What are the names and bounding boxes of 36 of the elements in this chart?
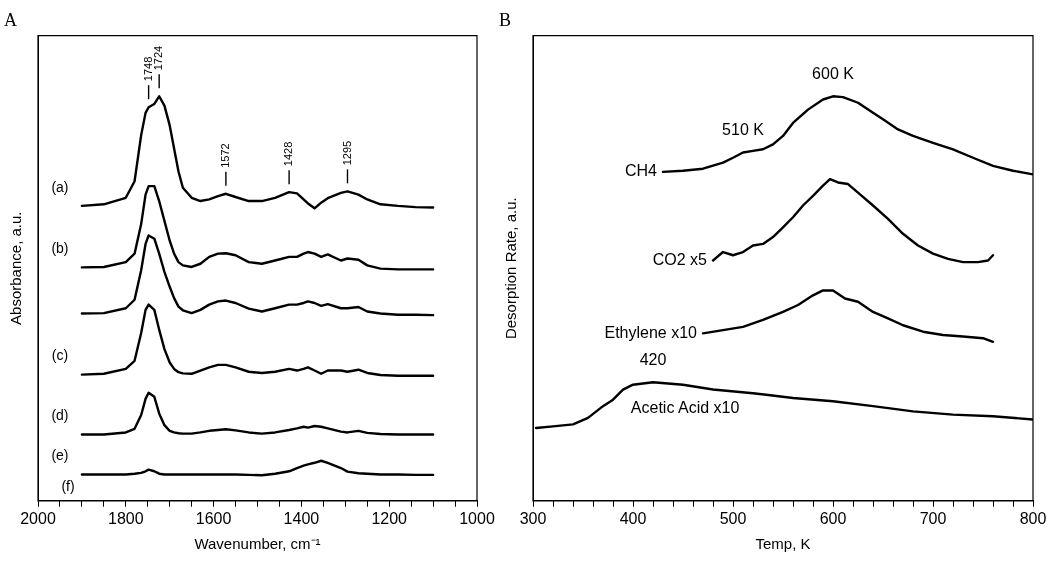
x-tick-label: 2000 [20, 509, 56, 527]
x-tick-label: 1600 [195, 509, 232, 527]
x-axis-title: Temp, K [755, 535, 811, 553]
series-label: (b) [51, 240, 69, 257]
annotation: (f) [61, 477, 75, 494]
series-label: (a) [51, 178, 69, 195]
series-label: (e) [51, 447, 69, 464]
chart-title: A [4, 9, 17, 30]
x-tick-label: 700 [919, 509, 947, 527]
x-tick-label: 300 [519, 509, 547, 527]
annotation: 1428 [282, 141, 295, 167]
series-label: CH4 [624, 162, 658, 180]
x-tick-label: 1200 [371, 509, 408, 527]
annotation: 1724 [152, 45, 165, 71]
x-axis-title: Wavenumber, cm⁻¹ [194, 535, 321, 553]
x-tick-label: 400 [619, 509, 647, 527]
series-label: (c) [51, 347, 69, 364]
series-label: (d) [51, 407, 69, 424]
annotation: 510 K [722, 120, 765, 138]
annotation: 1295 [340, 140, 353, 166]
annotation: 420 [639, 350, 667, 368]
annotation: 1748 [141, 56, 154, 82]
annotation: 600 K [812, 64, 855, 82]
series-label: Acetic Acid x10 [630, 399, 740, 417]
x-tick-label: 1000 [459, 509, 495, 527]
x-tick-label: 600 [819, 509, 847, 527]
y-axis-title: Desorption Rate, a.u. [502, 197, 520, 340]
annotation: 1572 [218, 143, 231, 168]
series-label: Ethylene x10 [604, 323, 698, 341]
chart-title: B [499, 9, 512, 30]
series-label: CO2 x5 [652, 250, 708, 268]
x-tick-label: 500 [719, 509, 747, 527]
x-tick-label: 1800 [108, 509, 144, 527]
x-tick-label: 800 [1019, 509, 1047, 527]
x-tick-label: 1400 [283, 509, 320, 527]
y-axis-title: Absorbance, a.u. [7, 211, 25, 325]
